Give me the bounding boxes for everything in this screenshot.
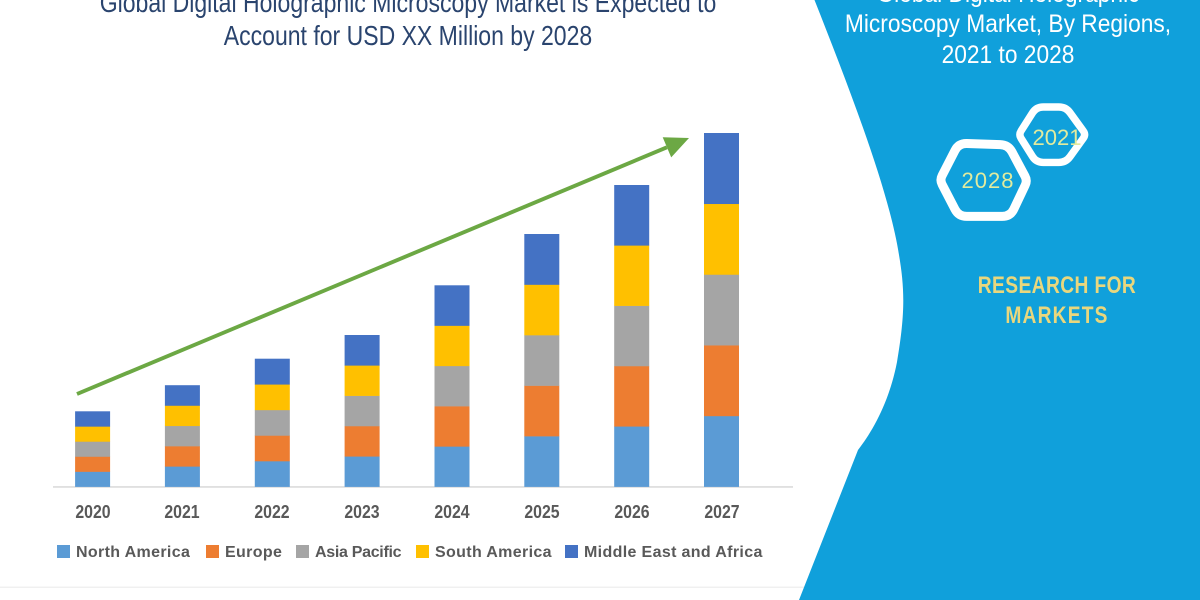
svg-text:2028: 2028 [962,168,1015,193]
svg-text:2021: 2021 [1033,125,1082,150]
